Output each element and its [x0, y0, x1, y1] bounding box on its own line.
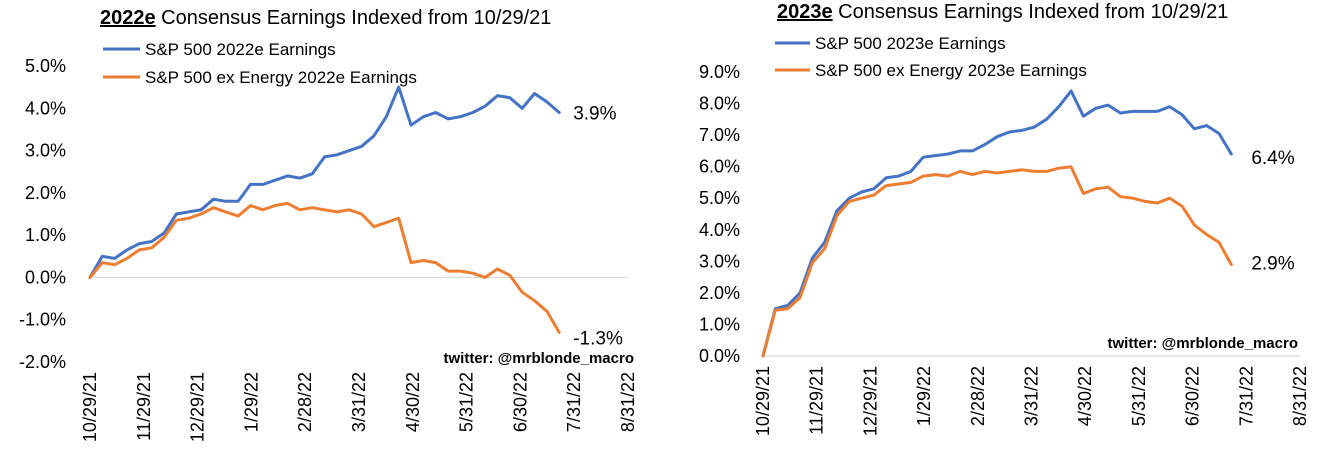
series-end-label: 2.9%: [1251, 253, 1294, 274]
chart-2022e: 2022e Consensus Earnings Indexed from 10…: [0, 0, 660, 475]
y-tick-label: 5.0%: [699, 188, 740, 208]
legend-label: S&P 500 ex Energy 2022e Earnings: [145, 68, 417, 87]
x-tick-label: 12/29/21: [188, 372, 208, 442]
y-tick-label: 3.0%: [699, 251, 740, 271]
x-tick-label: 8/31/22: [1290, 366, 1310, 426]
x-tick-label: 7/31/22: [564, 372, 584, 432]
x-tick-label: 7/31/22: [1236, 366, 1256, 426]
x-tick-label: 3/31/22: [1022, 366, 1042, 426]
y-tick-label: 2.0%: [25, 183, 66, 203]
y-tick-label: 2.0%: [699, 283, 740, 303]
x-tick-label: 11/29/21: [134, 372, 154, 441]
series-line: [88, 201, 561, 334]
series-end-label: 3.9%: [573, 104, 616, 125]
chart-title-text: Consensus Earnings Indexed from 10/29/21: [833, 1, 1229, 23]
x-tick-label: 12/29/21: [860, 366, 880, 436]
y-tick-label: 1.0%: [699, 314, 740, 334]
legend-label: S&P 500 2023e Earnings: [815, 34, 1006, 53]
y-tick-label: 8.0%: [699, 94, 740, 114]
x-tick-label: 11/29/21: [807, 366, 827, 435]
legend-label: S&P 500 2022e Earnings: [145, 40, 336, 59]
series-end-label: -1.3%: [573, 328, 623, 349]
y-tick-label: -2.0%: [19, 352, 66, 372]
y-tick-label: -1.0%: [19, 310, 66, 330]
x-tick-label: 6/30/22: [1183, 366, 1203, 426]
y-tick-label: 4.0%: [25, 98, 66, 118]
x-tick-label: 5/31/22: [457, 372, 477, 432]
chart-title-year: 2022e: [100, 7, 156, 29]
twitter-credit: twitter: @mrblonde_macro: [444, 350, 635, 367]
y-tick-label: 0.0%: [25, 267, 66, 287]
x-tick-label: 4/30/22: [403, 372, 423, 432]
y-tick-label: 4.0%: [699, 220, 740, 240]
chart-2023e-svg: 2023e Consensus Earnings Indexed from 10…: [699, 1, 1310, 436]
x-tick-label: 1/29/22: [914, 366, 934, 426]
x-tick-label: 6/30/22: [510, 372, 530, 432]
x-tick-label: 2/28/22: [295, 372, 315, 432]
chart-2022e-svg: 2022e Consensus Earnings Indexed from 10…: [19, 7, 638, 442]
x-tick-label: 4/30/22: [1075, 366, 1095, 426]
x-tick-label: 3/31/22: [349, 372, 369, 432]
chart-title: 2022e Consensus Earnings Indexed from 10…: [100, 7, 551, 29]
y-tick-label: 1.0%: [25, 225, 66, 245]
x-tick-label: 8/31/22: [618, 372, 638, 432]
series-line: [88, 85, 561, 279]
y-tick-label: 0.0%: [699, 346, 740, 366]
chart-title: 2023e Consensus Earnings Indexed from 10…: [777, 1, 1228, 23]
y-tick-label: 3.0%: [25, 141, 66, 161]
x-tick-label: 10/29/21: [80, 372, 100, 442]
x-tick-label: 2/28/22: [968, 366, 988, 426]
y-tick-label: 9.0%: [699, 62, 740, 82]
chart-2023e: 2023e Consensus Earnings Indexed from 10…: [660, 0, 1321, 475]
chart-title-year: 2023e: [777, 1, 833, 23]
twitter-credit: twitter: @mrblonde_macro: [1108, 335, 1299, 352]
series-end-label: 6.4%: [1251, 148, 1294, 169]
x-tick-label: 5/31/22: [1129, 366, 1149, 426]
y-tick-label: 6.0%: [699, 157, 740, 177]
chart-title-text: Consensus Earnings Indexed from 10/29/21: [156, 7, 552, 29]
x-tick-label: 1/29/22: [241, 372, 261, 432]
series-line: [761, 89, 1233, 358]
legend-label: S&P 500 ex Energy 2023e Earnings: [815, 61, 1087, 80]
y-tick-label: 5.0%: [25, 56, 66, 76]
x-tick-label: 10/29/21: [753, 366, 773, 436]
series-line: [761, 165, 1233, 358]
y-tick-label: 7.0%: [699, 125, 740, 145]
